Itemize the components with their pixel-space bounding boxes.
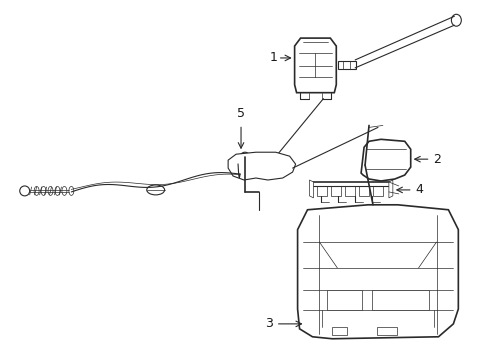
Circle shape [276,162,284,170]
Polygon shape [294,38,336,93]
Ellipse shape [48,186,53,195]
Ellipse shape [34,186,39,195]
Ellipse shape [62,186,67,195]
Polygon shape [372,290,429,310]
Polygon shape [359,186,369,196]
Ellipse shape [55,186,60,195]
Polygon shape [345,186,355,196]
Text: 1: 1 [270,51,278,64]
Polygon shape [310,180,314,198]
Circle shape [240,152,250,162]
Polygon shape [228,152,295,180]
Ellipse shape [41,186,46,195]
Text: 5: 5 [237,108,245,121]
Polygon shape [327,290,362,310]
Polygon shape [389,180,393,198]
Ellipse shape [147,185,165,195]
Polygon shape [338,61,356,69]
Text: 2: 2 [434,153,441,166]
Polygon shape [331,186,341,196]
Ellipse shape [451,14,461,26]
Polygon shape [318,186,327,196]
Polygon shape [373,186,383,196]
Text: 3: 3 [265,318,273,330]
Circle shape [20,186,30,196]
Circle shape [236,162,244,170]
Ellipse shape [69,186,74,195]
Text: 4: 4 [416,184,423,197]
Polygon shape [297,205,458,339]
Polygon shape [361,139,411,181]
